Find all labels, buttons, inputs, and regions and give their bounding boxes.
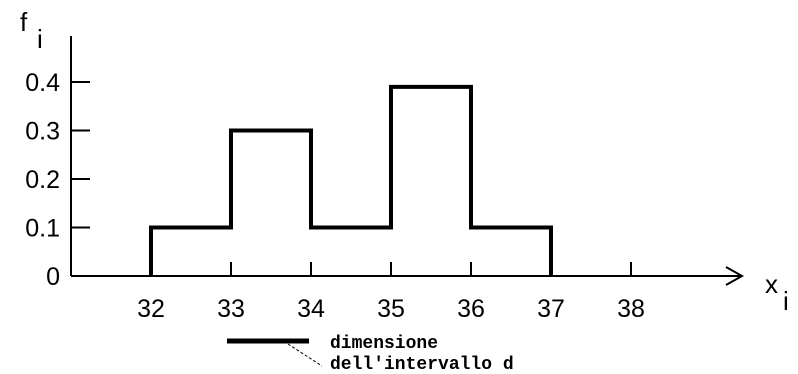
x-axis-symbol: x xyxy=(765,269,778,299)
histogram-outline xyxy=(149,84,553,276)
x-tick-label: 34 xyxy=(297,295,325,323)
x-tick-label: 32 xyxy=(137,295,165,323)
y-tick-label: 0.1 xyxy=(25,215,60,243)
y-tick-label: 0 xyxy=(46,263,60,291)
y-tick-label: 0.3 xyxy=(25,118,60,146)
y-ticks: 0 0.1 0.2 0.3 0.4 xyxy=(25,69,90,291)
x-axis-label: x i xyxy=(765,269,789,316)
x-axis-arrowhead xyxy=(725,266,745,286)
x-tick-label: 33 xyxy=(217,295,245,323)
legend: dimensione dell'intervallo d xyxy=(227,334,514,374)
y-tick-label: 0.2 xyxy=(25,166,60,194)
histogram-bar-4 xyxy=(391,87,471,276)
x-tick-label: 38 xyxy=(617,295,645,323)
y-axis-label: f i xyxy=(20,7,43,54)
histogram-bar-3 xyxy=(311,228,391,277)
legend-label-line2: dell'intervallo d xyxy=(330,355,514,374)
y-axis-subscript: i xyxy=(37,24,43,54)
x-tick-label: 36 xyxy=(457,295,485,323)
x-tick-label: 35 xyxy=(377,295,405,323)
x-ticks: 32 33 34 35 36 37 38 xyxy=(137,262,645,323)
legend-label-line1: dimensione xyxy=(330,334,438,354)
y-tick-label: 0.4 xyxy=(25,69,60,97)
histogram-bar-1 xyxy=(151,228,231,277)
x-tick-label: 37 xyxy=(537,295,565,323)
histogram-bar-5 xyxy=(471,228,551,277)
histogram-bins xyxy=(151,87,551,276)
histogram-bar-2 xyxy=(231,131,311,277)
y-axis-symbol: f xyxy=(20,7,28,37)
legend-leader-line xyxy=(287,343,323,367)
x-axis-subscript: i xyxy=(783,286,789,316)
